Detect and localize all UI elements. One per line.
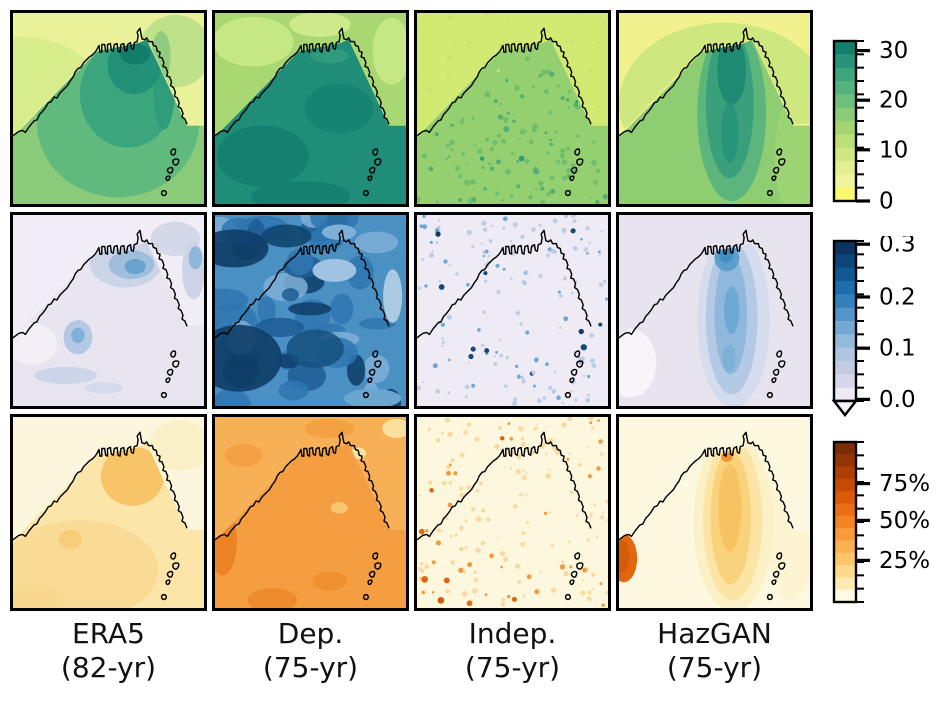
speckle-field (417, 215, 608, 406)
colorbar-tick-label: 30 (879, 38, 908, 64)
map-panel-row2-hazgan (616, 212, 813, 409)
column-label-dep: Dep. (75-yr) (212, 617, 409, 685)
colorbar-tick-label: 20 (879, 88, 908, 114)
speckle-field (417, 417, 608, 607)
colorbar-bottom-orange: 75% 50% 25% (831, 437, 938, 632)
map-panel-row1-dep (212, 10, 409, 207)
column-label-indep: Indep. (75-yr) (414, 617, 611, 685)
colorbar-tick-label: 0.2 (879, 285, 916, 311)
map-panel-row2-indep (414, 212, 611, 409)
colorbar-tick-label: 0.3 (879, 236, 916, 258)
map-panel-row3-indep (414, 414, 611, 611)
column-label-line1: Dep. (277, 617, 344, 650)
column-label-hazgan: HazGAN (75-yr) (616, 617, 813, 685)
map-panel-row3-hazgan (616, 414, 813, 611)
map-panel-row2-dep (212, 212, 409, 409)
column-label-line2: (75-yr) (262, 651, 359, 685)
column-label-line2: (82-yr) (60, 651, 157, 685)
column-label-line1: Indep. (468, 617, 557, 650)
map-panel-row3-era5 (10, 414, 207, 611)
colorbar-tick-label: 0.1 (879, 336, 916, 362)
column-labels: ERA5 (82-yr) Dep. (75-yr) Indep. (75-yr)… (10, 617, 813, 685)
column-label-era5: ERA5 (82-yr) (10, 617, 207, 685)
colorbar-tick-label: 0 (879, 189, 894, 215)
colorbar-tick-label: 0.0 (879, 387, 916, 413)
column-label-line2: (75-yr) (666, 651, 763, 685)
colorbar-tick-label: 75% (879, 471, 930, 497)
column-label-line1: ERA5 (72, 617, 145, 650)
colorbar-middle-blue: 0.3 0.2 0.1 0.0 (831, 232, 938, 431)
colorbar-tick-label: 10 (879, 137, 908, 163)
map-panel-row2-era5 (10, 212, 207, 409)
column-label-line2: (75-yr) (464, 651, 561, 685)
colorbar-tick-label: 50% (879, 508, 930, 534)
map-panel-row1-indep (414, 10, 611, 207)
map-panel-row1-era5 (10, 10, 207, 207)
map-panel-row3-dep (212, 414, 409, 611)
column-label-line1: HazGAN (657, 617, 772, 650)
speckle-field (417, 13, 608, 204)
colorbar-tick-label: 25% (879, 548, 930, 574)
map-panel-row1-hazgan (616, 10, 813, 207)
map-grid (10, 10, 813, 611)
colorbar-top-green: 30 20 10 0 (831, 36, 938, 231)
